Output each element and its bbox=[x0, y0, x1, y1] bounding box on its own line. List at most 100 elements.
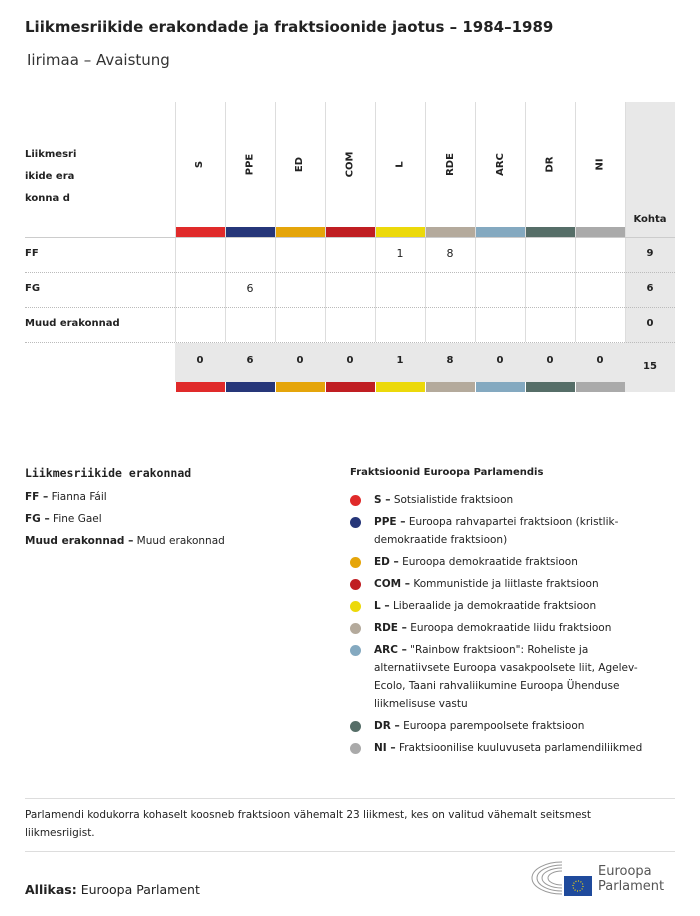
group-code: DR – bbox=[374, 720, 400, 732]
table-cell: 6 bbox=[246, 282, 254, 295]
column-divider bbox=[425, 102, 426, 342]
legend-dot-ni bbox=[350, 743, 361, 754]
party-code: FF – bbox=[25, 491, 49, 503]
color-bar-s bbox=[176, 382, 225, 392]
column-header-arc: ARC bbox=[475, 102, 525, 227]
column-header-label: COM bbox=[344, 151, 356, 178]
color-bar-rde bbox=[426, 227, 475, 237]
ep-logo: Euroopa Parlament bbox=[530, 860, 675, 900]
color-bar-ed bbox=[276, 382, 325, 392]
color-bar-l bbox=[376, 227, 425, 237]
column-total: 6 bbox=[246, 355, 254, 366]
group-name: Euroopa demokraatide fraktsioon bbox=[402, 556, 578, 568]
table-cell: 8 bbox=[446, 247, 454, 260]
column-header-ed: ED bbox=[275, 102, 325, 227]
group-code: PPE – bbox=[374, 516, 406, 528]
group-name: Euroopa demokraatide liidu fraktsioon bbox=[410, 622, 612, 634]
corner-label: Liikmesri ikide erakonna d bbox=[25, 149, 77, 204]
column-total: 0 bbox=[346, 355, 354, 366]
group-name: Euroopa rahvapartei fraktsioon (kristlik… bbox=[374, 516, 619, 546]
column-divider bbox=[625, 102, 626, 342]
hemicycle-icon bbox=[531, 861, 592, 896]
party-legend: Liikmesriikide erakonnad FF – Fianna Fái… bbox=[25, 466, 225, 552]
party-name: Fine Gael bbox=[53, 513, 102, 525]
column-total: 0 bbox=[496, 355, 504, 366]
page-title: Liikmesriikide erakondade ja fraktsiooni… bbox=[25, 18, 554, 36]
color-bar-ppe bbox=[226, 227, 275, 237]
row-total: 0 bbox=[646, 318, 654, 329]
color-bar-com bbox=[326, 227, 375, 237]
logo-line2: Parlament bbox=[598, 879, 665, 894]
total-header: Kohta bbox=[633, 214, 667, 225]
column-total: 0 bbox=[546, 355, 554, 366]
column-header-label: RDE bbox=[444, 153, 456, 176]
column-header-rde: RDE bbox=[425, 102, 475, 227]
column-divider bbox=[375, 102, 376, 342]
group-code: NI – bbox=[374, 742, 396, 754]
column-divider bbox=[325, 102, 326, 342]
group-legend-item: NI – Fraktsioonilise kuuluvuseta parlame… bbox=[374, 739, 664, 757]
source: Allikas: Euroopa Parlament bbox=[25, 882, 200, 897]
column-header-label: NI bbox=[594, 158, 606, 171]
color-bar-ppe bbox=[226, 382, 275, 392]
party-code: Muud erakonnad – bbox=[25, 535, 134, 547]
column-header-dr: DR bbox=[525, 102, 575, 227]
column-divider bbox=[175, 102, 176, 342]
column-header-ni: NI bbox=[575, 102, 625, 227]
legend-dot-rde bbox=[350, 623, 361, 634]
footnote: Parlamendi kodukorra kohaselt koosneb fr… bbox=[25, 809, 592, 839]
color-bar-ni bbox=[576, 382, 625, 392]
group-name: Sotsialistide fraktsioon bbox=[393, 494, 514, 506]
column-header-label: ED bbox=[294, 156, 306, 173]
total-column-background bbox=[625, 102, 675, 392]
group-code: L – bbox=[374, 600, 390, 612]
column-header-label: ARC bbox=[494, 153, 506, 176]
grand-total: 15 bbox=[643, 361, 657, 372]
color-bar-dr bbox=[526, 382, 575, 392]
column-header-s: S bbox=[175, 102, 225, 227]
group-legend-title: Fraktsioonid Euroopa Parlamendis bbox=[350, 467, 544, 478]
group-legend-item: S – Sotsialistide fraktsioon bbox=[374, 491, 664, 509]
column-header-label: S bbox=[194, 160, 206, 169]
party-name: Fianna Fáil bbox=[51, 491, 107, 503]
color-bar-arc bbox=[476, 382, 525, 392]
color-bar-rde bbox=[426, 382, 475, 392]
divider bbox=[25, 798, 675, 799]
total-row-background bbox=[175, 343, 625, 382]
column-header-label: L bbox=[394, 161, 406, 168]
column-total: 0 bbox=[596, 355, 604, 366]
color-bar-arc bbox=[476, 227, 525, 237]
row-divider bbox=[25, 342, 675, 343]
party-code: FG – bbox=[25, 513, 50, 525]
source-value: Euroopa Parlament bbox=[80, 882, 200, 897]
table-cell: 1 bbox=[396, 247, 404, 260]
row-total: 9 bbox=[646, 248, 654, 259]
row-divider bbox=[25, 237, 675, 238]
group-name: "Rainbow fraktsioon": Roheliste ja alter… bbox=[374, 644, 638, 710]
color-bar-com bbox=[326, 382, 375, 392]
divider bbox=[25, 851, 675, 852]
row-divider bbox=[25, 272, 675, 273]
group-code: COM – bbox=[374, 578, 410, 590]
legend-dot-arc bbox=[350, 645, 361, 656]
row-divider bbox=[25, 307, 675, 308]
column-header-ppe: PPE bbox=[225, 102, 275, 227]
color-bar-ni bbox=[576, 227, 625, 237]
group-legend-item: DR – Euroopa parempoolsete fraktsioon bbox=[374, 717, 664, 735]
row-label: Muud erakonnad bbox=[25, 318, 120, 329]
legend-dot-ed bbox=[350, 557, 361, 568]
group-name: Euroopa parempoolsete fraktsioon bbox=[403, 720, 585, 732]
page-subtitle: Iirimaa – Avaistung bbox=[27, 51, 170, 69]
legend-dot-l bbox=[350, 601, 361, 612]
column-divider bbox=[475, 102, 476, 342]
color-bar-l bbox=[376, 382, 425, 392]
group-legend-item: PPE – Euroopa rahvapartei fraktsioon (kr… bbox=[374, 513, 664, 549]
party-legend-item: FG – Fine Gael bbox=[25, 508, 225, 530]
legend-dot-com bbox=[350, 579, 361, 590]
column-header-l: L bbox=[375, 102, 425, 227]
column-divider bbox=[525, 102, 526, 342]
group-legend-item: ARC – "Rainbow fraktsioon": Roheliste ja… bbox=[374, 641, 664, 713]
group-name: Liberaalide ja demokraatide fraktsioon bbox=[392, 600, 597, 612]
party-legend-title: Liikmesriikide erakonnad bbox=[25, 466, 192, 480]
legend-dot-dr bbox=[350, 721, 361, 732]
